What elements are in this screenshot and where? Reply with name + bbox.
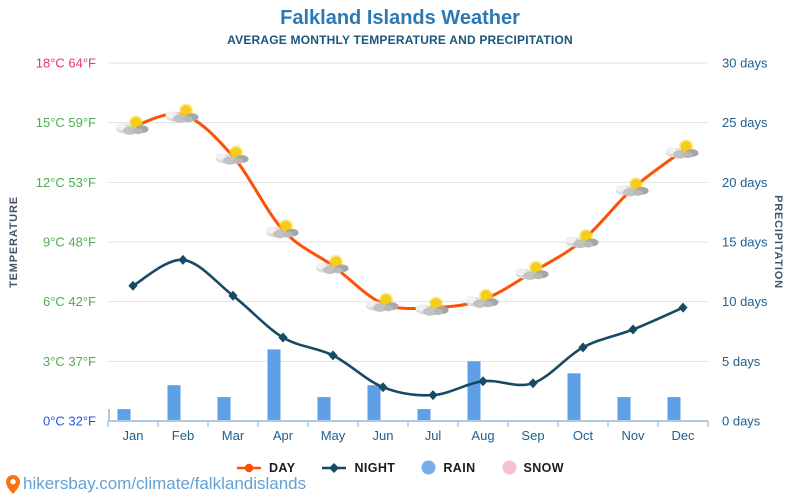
rain-bar <box>567 373 581 421</box>
night-marker-diamond <box>278 332 288 343</box>
rain-circle-icon <box>421 460 436 475</box>
snow-circle-icon <box>502 460 516 475</box>
rain-bars <box>117 349 681 421</box>
rain-bar <box>367 385 381 421</box>
night-marker-diamond <box>378 382 388 393</box>
location-pin-icon <box>6 474 20 494</box>
night-marker-diamond <box>628 324 638 335</box>
rain-bar <box>317 397 331 421</box>
footer: hikersbay.com/climate/falklandislands <box>6 474 306 494</box>
axis-labels: 0°C 32°F 3°C 37°F 6°C 42°F 9°C 48°F 12°C 53°… <box>36 56 768 444</box>
precipitation-axis-title: PRECIPITATION <box>772 195 784 289</box>
gridlines <box>108 62 708 362</box>
day-line-icon <box>237 463 261 472</box>
month-label: Jul <box>425 428 442 443</box>
precip-tick-label: 20 days <box>722 175 768 190</box>
night-marker-diamond <box>428 390 438 401</box>
night-marker-diamond <box>528 378 538 389</box>
month-label: Oct <box>573 428 594 443</box>
legend-item-rain[interactable]: RAIN <box>421 460 475 475</box>
month-label: Dec <box>671 428 695 443</box>
legend-item-day[interactable]: DAY <box>236 461 295 475</box>
sun-behind-cloud-icon <box>115 115 149 135</box>
sun-behind-cloud-icon <box>665 139 699 159</box>
legend-item-snow[interactable]: SNOW <box>502 460 565 475</box>
month-label: Mar <box>222 428 245 443</box>
rain-bar <box>467 361 481 421</box>
rain-bar <box>417 409 431 421</box>
rain-bar <box>117 409 131 421</box>
month-label: Apr <box>273 428 294 443</box>
night-marker-diamond <box>478 376 488 387</box>
precip-tick-label: 15 days <box>722 235 768 250</box>
night-marker-diamond <box>678 302 688 313</box>
temp-tick-label: 6°C 42°F <box>43 294 96 309</box>
sun-behind-cloud-icon <box>465 288 499 308</box>
sun-behind-cloud-icon <box>215 145 249 165</box>
temp-tick-label: 9°C 48°F <box>43 235 96 250</box>
legend-label-snow: SNOW <box>523 460 564 475</box>
rain-bar <box>267 349 281 421</box>
precip-tick-label: 25 days <box>722 115 768 130</box>
series-lines <box>128 112 688 401</box>
month-label: Nov <box>621 428 645 443</box>
temp-tick-label: 18°C 64°F <box>36 56 96 71</box>
night-marker-diamond <box>178 254 188 265</box>
precip-tick-label: 30 days <box>722 56 768 71</box>
legend: DAY NIGHT RAIN SNOW <box>236 460 564 475</box>
page-title: Falkland Islands Weather <box>280 7 520 29</box>
night-line <box>132 258 684 397</box>
legend-label-night: NIGHT <box>354 460 396 475</box>
page-subtitle: AVERAGE MONTHLY TEMPERATURE AND PRECIPIT… <box>227 33 573 47</box>
temp-tick-label: 15°C 59°F <box>36 115 96 130</box>
night-marker-diamond <box>128 280 138 291</box>
month-label: Sep <box>521 428 544 443</box>
sun-behind-cloud-icon <box>165 103 199 123</box>
legend-label-rain: RAIN <box>443 460 476 475</box>
night-marker-diamond <box>578 342 588 353</box>
month-label: Jan <box>123 428 144 443</box>
precip-tick-label: 5 days <box>722 354 761 369</box>
month-label: Aug <box>471 428 494 443</box>
month-label: Feb <box>172 428 194 443</box>
temp-tick-label: 12°C 53°F <box>36 175 96 190</box>
rain-bar <box>617 397 631 421</box>
temp-tick-label: 0°C 32°F <box>43 414 96 429</box>
rain-bar <box>167 385 181 421</box>
legend-label-day: DAY <box>269 460 296 475</box>
night-marker-diamond <box>328 350 338 361</box>
precip-tick-label: 0 days <box>722 414 761 429</box>
hikersbay-link[interactable]: hikersbay.com/climate/falklandislands <box>23 474 307 493</box>
sun-behind-cloud-icon <box>515 260 549 280</box>
x-axis <box>107 409 709 427</box>
night-line-icon <box>322 462 347 473</box>
legend-item-night[interactable]: NIGHT <box>321 461 395 475</box>
month-label: Jun <box>373 428 394 443</box>
temp-tick-label: 3°C 37°F <box>43 354 96 369</box>
month-label: May <box>321 428 346 443</box>
rain-bar <box>667 397 681 421</box>
rain-bar <box>217 397 231 421</box>
weather-chart: 0°C 32°F 3°C 37°F 6°C 42°F 9°C 48°F 12°C 53°… <box>36 56 768 444</box>
sun-behind-cloud-icon <box>265 219 299 239</box>
night-marker-diamond <box>228 290 238 301</box>
precip-tick-label: 10 days <box>722 294 768 309</box>
